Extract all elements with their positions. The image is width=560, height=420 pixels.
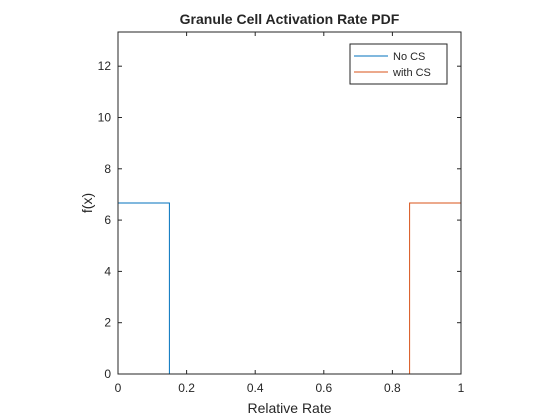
y-axis-ticks: 0 2 4 6 8 10 12 <box>98 59 461 381</box>
y-tick-label: 8 <box>104 162 111 176</box>
x-tick-label: 1 <box>458 381 465 395</box>
x-tick-label: 0.2 <box>178 381 195 395</box>
legend-label-2: with CS <box>392 67 431 79</box>
y-tick-label: 12 <box>98 59 112 73</box>
y-tick-label: 4 <box>104 264 111 278</box>
y-axis-label: f(x) <box>79 193 95 213</box>
x-tick-label: 0.4 <box>247 381 264 395</box>
plot-lines <box>117 202 461 375</box>
x-tick-label: 0.8 <box>384 381 401 395</box>
legend-box <box>349 43 448 85</box>
y-tick-label: 6 <box>104 213 111 227</box>
legend: No CS with CS <box>349 43 448 85</box>
x-tick-label: 0 <box>115 381 122 395</box>
x-axis-label: Relative Rate <box>247 400 331 416</box>
chart-title: Granule Cell Activation Rate PDF <box>180 11 400 27</box>
y-tick-label: 2 <box>104 316 111 330</box>
y-tick-label: 0 <box>104 367 111 381</box>
y-tick-label: 10 <box>98 110 112 124</box>
x-tick-label: 0.6 <box>315 381 332 395</box>
legend-label-1: No CS <box>393 51 425 63</box>
x-axis-ticks: 0 0.2 0.4 0.6 0.8 1 <box>115 32 465 395</box>
axes-box <box>117 31 462 375</box>
